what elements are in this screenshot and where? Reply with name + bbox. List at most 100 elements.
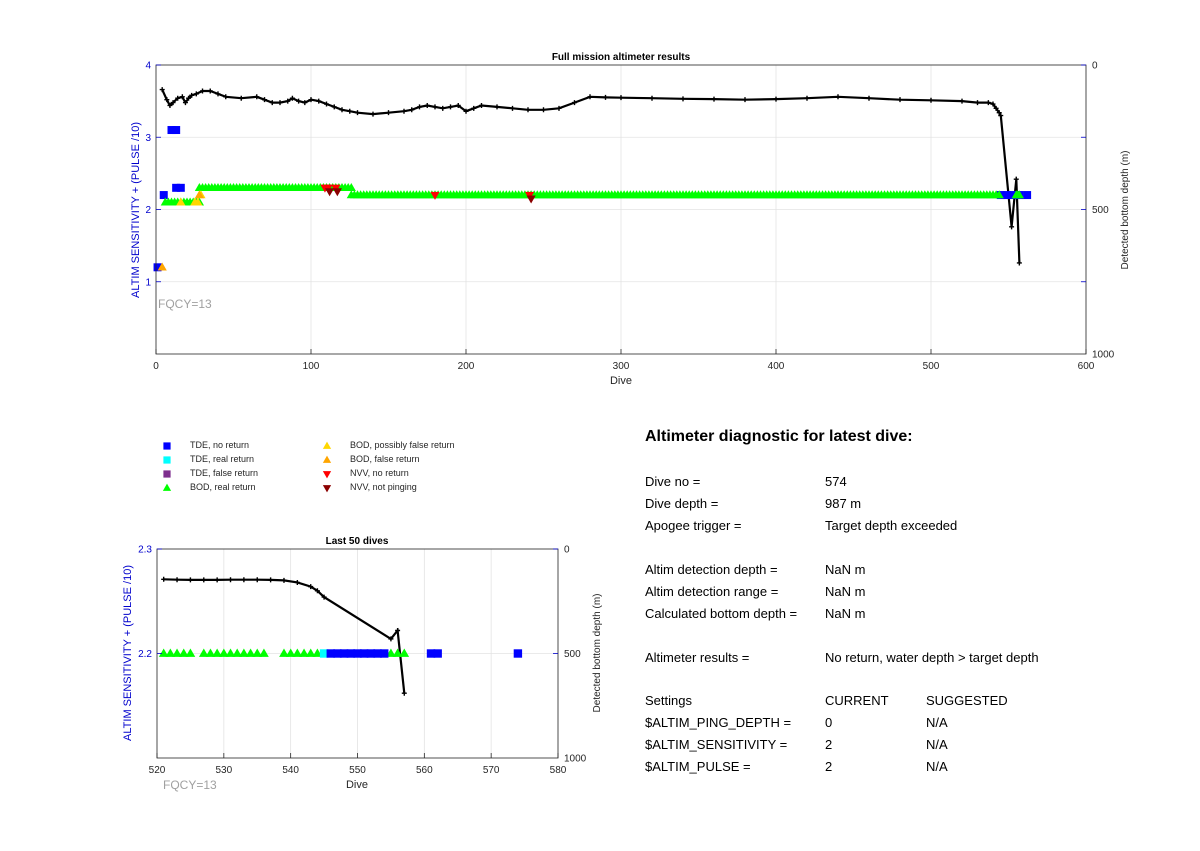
depth-point bbox=[164, 97, 170, 103]
y2-tick-label: 0 bbox=[564, 545, 570, 556]
depth-point bbox=[296, 98, 302, 104]
legend-item: TDE, false return bbox=[160, 468, 258, 479]
depth-point bbox=[990, 101, 996, 107]
y2-tick-label: 1000 bbox=[564, 754, 587, 765]
triangle-up-icon bbox=[322, 455, 332, 463]
depth-point bbox=[228, 577, 234, 583]
diag-label-dive-no: Dive no = bbox=[645, 474, 701, 489]
depth-point bbox=[618, 95, 624, 101]
depth-point bbox=[996, 110, 1002, 116]
y-tick-label: 2.2 bbox=[138, 649, 152, 660]
altimeter-diagnostic-panel: Altimeter diagnostic for latest dive: Di… bbox=[645, 428, 1165, 774]
depth-point bbox=[269, 100, 275, 106]
x-tick-label: 500 bbox=[923, 361, 940, 372]
diag-value-dive-depth: 987 m bbox=[825, 496, 862, 511]
data-marker bbox=[279, 648, 289, 657]
depth-point bbox=[432, 104, 438, 110]
data-marker bbox=[285, 648, 296, 657]
legend-label: NVV, not pinging bbox=[350, 482, 417, 492]
depth-point bbox=[289, 95, 295, 101]
data-marker bbox=[178, 648, 189, 657]
x-axis-label: Dive bbox=[346, 779, 368, 791]
depth-point bbox=[193, 91, 199, 97]
depth-point bbox=[201, 577, 207, 583]
depth-point bbox=[370, 111, 376, 117]
data-marker bbox=[193, 197, 203, 206]
depth-point bbox=[998, 113, 1004, 119]
depth-point bbox=[455, 102, 461, 108]
legend-item: NVV, not pinging bbox=[320, 482, 417, 493]
depth-point bbox=[401, 690, 407, 696]
plot-marks bbox=[158, 576, 523, 696]
y-tick-label: 4 bbox=[145, 61, 151, 72]
depth-point bbox=[179, 94, 185, 100]
diag-value-altimeter-results: No return, water depth > target depth bbox=[825, 650, 1039, 665]
setting-current-pulse: 2 bbox=[825, 759, 833, 774]
y-tick-label: 2 bbox=[145, 205, 151, 216]
depth-point bbox=[161, 576, 167, 582]
depth-point bbox=[268, 577, 274, 583]
x-tick-label: 520 bbox=[149, 765, 166, 776]
depth-point bbox=[316, 98, 322, 104]
data-marker bbox=[172, 126, 181, 135]
data-marker bbox=[325, 188, 335, 197]
depth-point bbox=[463, 108, 469, 114]
depth-point bbox=[409, 107, 415, 113]
data-marker bbox=[232, 648, 243, 657]
data-marker bbox=[326, 649, 335, 658]
depth-point bbox=[417, 104, 422, 110]
depth-point bbox=[471, 105, 477, 111]
data-marker bbox=[158, 648, 169, 657]
data-marker bbox=[380, 649, 389, 658]
data-marker bbox=[292, 648, 303, 657]
depth-point bbox=[170, 100, 176, 106]
axes: 0 100 200 300 400 500 600 1 2 3 4 0 500 1000 bbox=[145, 61, 1114, 373]
legend-label: NVV, no return bbox=[350, 468, 409, 478]
data-marker bbox=[212, 648, 222, 657]
x-tick-label: 570 bbox=[483, 765, 500, 776]
y-axis-label: ALTIM SENSITIVITY + (PULSE /10) bbox=[122, 565, 134, 741]
diagnostic-title: Altimeter diagnostic for latest dive: bbox=[645, 428, 913, 445]
depth-point bbox=[200, 88, 205, 94]
depth-point bbox=[711, 96, 717, 102]
data-marker bbox=[366, 649, 376, 658]
setting-name-pulse: $ALTIM_PULSE = bbox=[645, 759, 751, 774]
diag-value-detection-range: NaN m bbox=[825, 584, 866, 599]
x-tick-label: 200 bbox=[458, 361, 475, 372]
data-marker bbox=[245, 648, 256, 657]
legend-item: TDE, no return bbox=[160, 440, 249, 451]
data-marker bbox=[353, 649, 362, 658]
legend-label: TDE, false return bbox=[190, 468, 259, 478]
x-tick-label: 100 bbox=[303, 361, 320, 372]
legend-item: BOD, false return bbox=[320, 454, 420, 465]
depth-point bbox=[773, 96, 779, 102]
depth-point bbox=[294, 579, 300, 585]
setting-name-ping-depth: $ALTIM_PING_DEPTH = bbox=[645, 715, 792, 730]
triangle-up-icon bbox=[322, 441, 332, 449]
depth-point bbox=[186, 95, 192, 101]
setting-suggested-pulse: N/A bbox=[926, 759, 948, 774]
data-marker bbox=[513, 649, 523, 658]
depth-point bbox=[302, 100, 308, 106]
y-tick-label: 1 bbox=[145, 277, 151, 288]
depth-point bbox=[223, 94, 229, 100]
depth-point bbox=[324, 101, 329, 107]
data-marker bbox=[157, 262, 167, 271]
depth-point bbox=[985, 100, 991, 106]
x-tick-label: 560 bbox=[416, 765, 433, 776]
depth-point bbox=[1016, 260, 1022, 266]
data-marker bbox=[1002, 191, 1011, 200]
data-marker bbox=[259, 648, 269, 657]
depth-point bbox=[347, 108, 353, 114]
data-marker bbox=[386, 648, 396, 657]
depth-point bbox=[189, 92, 195, 98]
y2-tick-label: 0 bbox=[1092, 61, 1098, 72]
data-marker bbox=[205, 648, 216, 657]
depth-point bbox=[804, 95, 810, 101]
triangle-up-icon bbox=[162, 483, 172, 491]
depth-point bbox=[1013, 176, 1019, 182]
x-tick-label: 580 bbox=[550, 765, 567, 776]
depth-point bbox=[159, 87, 165, 93]
depth-point bbox=[182, 100, 188, 106]
